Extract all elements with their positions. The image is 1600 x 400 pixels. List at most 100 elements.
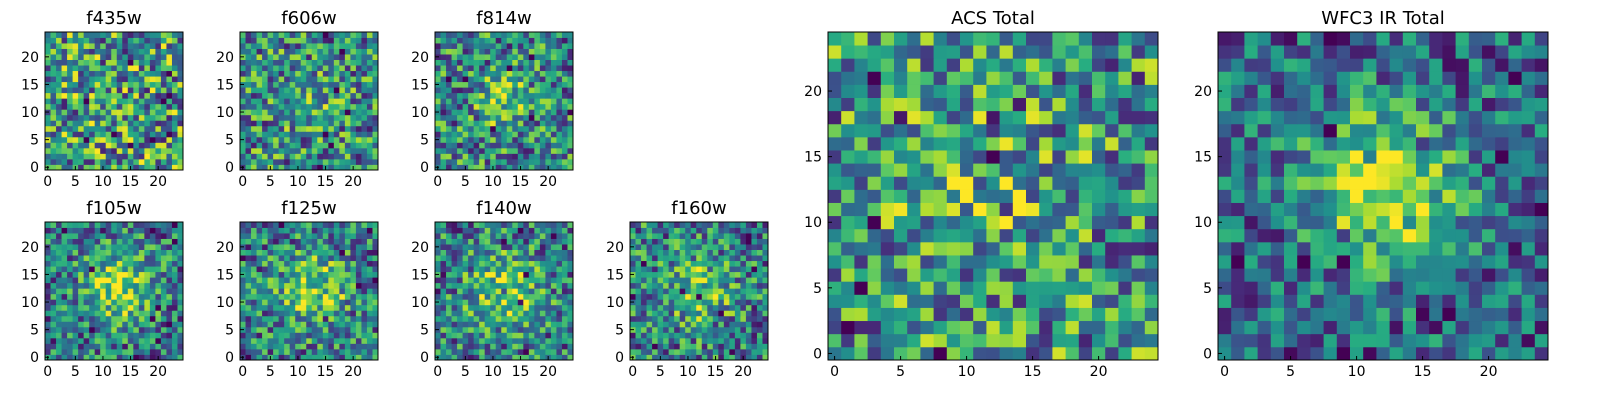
heatmap-cell xyxy=(652,260,658,267)
heatmap-cell xyxy=(435,249,441,256)
heatmap-cell xyxy=(652,222,658,228)
heatmap-cell xyxy=(451,147,458,154)
heatmap-cell xyxy=(50,32,57,38)
heatmap-cell xyxy=(1026,228,1040,243)
heatmap-cell xyxy=(561,54,568,60)
heatmap-cell xyxy=(473,109,480,116)
heatmap-cell xyxy=(372,43,379,49)
heatmap-cell xyxy=(457,48,463,55)
heatmap-cell xyxy=(723,271,730,278)
heatmap-cell xyxy=(355,255,362,262)
heatmap-cell xyxy=(262,43,268,49)
heatmap-cell xyxy=(105,70,112,77)
heatmap-cell xyxy=(166,315,173,322)
heatmap-cell xyxy=(451,337,458,344)
heatmap-cell xyxy=(512,131,519,138)
heatmap-cell xyxy=(854,189,868,203)
heatmap-cell xyxy=(973,255,987,269)
heatmap-cell xyxy=(828,281,842,295)
heatmap-cell xyxy=(1144,136,1159,151)
heatmap-cell xyxy=(50,142,57,149)
heatmap-cell xyxy=(630,227,636,234)
heatmap-cell xyxy=(462,310,469,317)
heatmap-cell xyxy=(479,109,486,116)
heatmap-cell xyxy=(756,293,763,300)
heatmap-cell xyxy=(133,120,140,127)
heatmap-cell xyxy=(685,244,692,250)
heatmap-cell xyxy=(350,238,357,245)
heatmap-cell xyxy=(867,241,882,256)
heatmap-cell xyxy=(355,321,362,328)
heatmap-cell xyxy=(366,332,373,339)
heatmap-cell xyxy=(435,114,441,121)
heatmap-cell xyxy=(534,227,541,234)
heatmap-cell xyxy=(166,282,173,289)
heatmap-cell xyxy=(1131,189,1146,203)
heatmap-cell xyxy=(668,326,675,333)
heatmap-cell xyxy=(155,87,162,94)
heatmap-cell xyxy=(105,103,112,110)
heatmap-cell xyxy=(267,304,274,311)
heatmap-cell xyxy=(723,343,730,350)
heatmap-cell xyxy=(652,304,658,311)
heatmap-cell xyxy=(567,54,574,60)
heatmap-cell xyxy=(160,131,167,138)
heatmap-cell xyxy=(177,109,184,116)
y-tick-label: 5 xyxy=(225,133,234,149)
heatmap-cell xyxy=(262,343,268,350)
heatmap-cell xyxy=(479,266,486,273)
heatmap-cell xyxy=(528,48,535,55)
heatmap-cell xyxy=(138,238,145,245)
heatmap-cell xyxy=(361,271,368,278)
heatmap-cell xyxy=(251,326,257,333)
heatmap-cell xyxy=(306,87,313,94)
heatmap-cell xyxy=(144,293,151,300)
heatmap-cell xyxy=(567,244,574,250)
heatmap-cell xyxy=(171,125,178,132)
heatmap-cell xyxy=(372,222,379,228)
heatmap-cell xyxy=(723,354,730,361)
heatmap-cell xyxy=(663,227,670,234)
heatmap-cell xyxy=(317,260,324,267)
heatmap-cell xyxy=(127,81,134,88)
heatmap-cell xyxy=(946,110,961,125)
heatmap-cell xyxy=(740,282,747,289)
heatmap-cell xyxy=(111,164,118,171)
heatmap-cell xyxy=(256,70,263,77)
heatmap-cell xyxy=(61,158,68,165)
heatmap-cell xyxy=(111,147,118,154)
heatmap-cell xyxy=(344,70,351,77)
heatmap-cell xyxy=(652,244,658,250)
heatmap-cell xyxy=(933,346,948,361)
x-tick-label: 5 xyxy=(71,174,80,190)
heatmap-cell xyxy=(67,87,73,94)
heatmap-cell xyxy=(89,103,96,110)
heatmap-cell xyxy=(267,81,274,88)
heatmap-cell xyxy=(361,147,368,154)
heatmap-cell xyxy=(144,227,151,234)
heatmap-cell xyxy=(295,54,302,60)
heatmap-cell xyxy=(468,147,475,154)
heatmap-cell xyxy=(657,233,664,239)
heatmap-cell xyxy=(712,343,719,350)
heatmap-cell xyxy=(723,238,730,245)
heatmap-cell xyxy=(350,65,357,72)
heatmap-cell xyxy=(133,266,140,273)
heatmap-cell xyxy=(512,70,519,77)
heatmap-cell xyxy=(278,271,285,278)
heatmap-cell xyxy=(295,76,302,83)
heatmap-cell xyxy=(534,125,541,132)
heatmap-cell xyxy=(561,266,568,273)
heatmap-cell xyxy=(94,87,101,94)
heatmap-cell xyxy=(545,114,552,121)
heatmap-cell xyxy=(361,315,368,322)
heatmap-cell xyxy=(361,288,368,295)
heatmap-cell xyxy=(78,109,85,116)
heatmap-cell xyxy=(166,238,173,245)
heatmap-cell xyxy=(344,76,351,83)
heatmap-cell xyxy=(273,125,280,132)
heatmap-cell xyxy=(350,147,357,154)
heatmap-cell xyxy=(355,277,362,284)
heatmap-cell xyxy=(322,238,329,245)
heatmap-cell xyxy=(94,98,101,105)
